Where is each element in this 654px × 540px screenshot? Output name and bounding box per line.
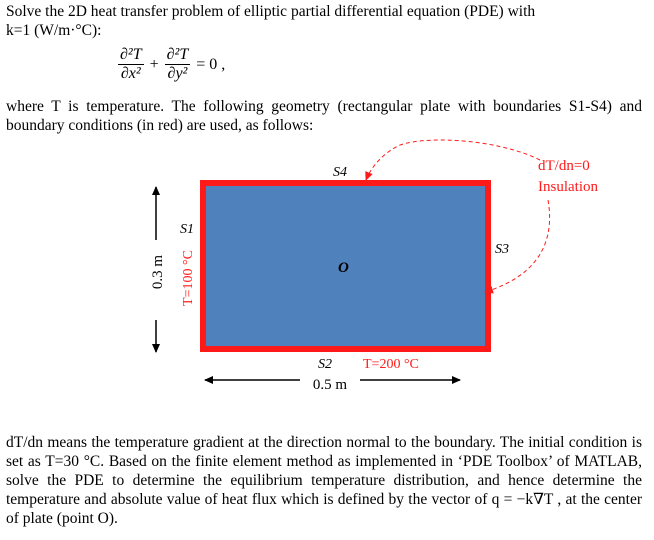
insulation-label: Insulation — [538, 179, 598, 195]
insulation-arrow-top — [365, 139, 541, 181]
fraction-numerator: ∂²T — [164, 46, 191, 65]
s3-label: S3 — [495, 242, 509, 257]
s2-label: S2 — [318, 357, 332, 372]
center-point-label: O — [338, 260, 349, 276]
plate-rectangle — [200, 180, 491, 352]
insulation-arrow-right — [484, 199, 551, 294]
s4-label: S4 — [333, 165, 347, 180]
width-label: 0.5 m — [313, 377, 348, 393]
laplace-equation: ∂²T ∂x² + ∂²T ∂y² = 0 , — [118, 46, 227, 83]
height-label: 0.3 m — [150, 255, 166, 290]
geometry-paragraph: where T is temperature. The following ge… — [6, 98, 642, 134]
intro-line-1: Solve the 2D heat transfer problem of el… — [6, 3, 536, 20]
closing-paragraph: dT/dn means the temperature gradient at … — [6, 434, 642, 527]
equation-rhs: = 0 , — [196, 55, 226, 73]
insulation-condition: dT/dn=0 — [538, 158, 590, 174]
fraction-denominator: ∂y² — [167, 65, 188, 82]
d2t-dx2-fraction: ∂²T ∂x² — [118, 46, 144, 83]
bottom-boundary-condition: T=200 °C — [363, 357, 419, 372]
intro-line-2: k=1 (W/m·°C): — [6, 22, 102, 39]
intro-paragraph: Solve the 2D heat transfer problem of el… — [6, 2, 642, 40]
fraction-numerator: ∂²T — [118, 46, 144, 65]
s1-label: S1 — [180, 222, 194, 237]
d2t-dy2-fraction: ∂²T ∂y² — [164, 46, 191, 83]
fraction-denominator: ∂x² — [120, 65, 141, 82]
plus-sign: + — [149, 55, 159, 73]
left-boundary-condition: T=100 °C — [181, 250, 196, 306]
